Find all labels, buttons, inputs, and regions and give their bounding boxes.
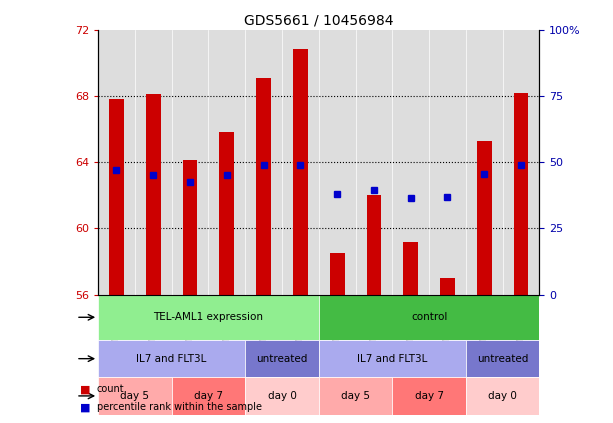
Bar (514, 93, 528, 294)
Text: count: count (97, 384, 124, 394)
Text: day 0: day 0 (488, 391, 517, 401)
Title: GDS5661 / 10456984: GDS5661 / 10456984 (244, 13, 394, 27)
Bar (219, 132, 234, 294)
Text: percentile rank within the sample: percentile rank within the sample (97, 402, 262, 412)
Bar (183, 160, 197, 294)
Text: day 5: day 5 (120, 391, 150, 401)
Text: day 7: day 7 (414, 391, 444, 401)
Bar (172, 377, 245, 415)
Text: IL7 and FLT3L: IL7 and FLT3L (137, 354, 207, 364)
Bar (319, 377, 392, 415)
Bar (98, 294, 319, 340)
Bar (367, 195, 381, 294)
Text: control: control (411, 312, 447, 322)
Bar (109, 99, 124, 294)
Text: day 7: day 7 (194, 391, 223, 401)
Bar (245, 340, 319, 377)
Bar (319, 294, 539, 340)
Bar (466, 340, 539, 377)
Text: day 5: day 5 (341, 391, 370, 401)
Bar (466, 377, 539, 415)
Bar (330, 253, 345, 294)
Bar (392, 377, 466, 415)
Bar (256, 78, 271, 294)
Text: untreated: untreated (477, 354, 528, 364)
Text: ■: ■ (80, 402, 90, 412)
Bar (477, 140, 492, 294)
Bar (319, 340, 466, 377)
Bar (245, 377, 319, 415)
Bar (98, 377, 172, 415)
Bar (98, 340, 245, 377)
Bar (440, 278, 455, 294)
Text: ■: ■ (80, 384, 90, 394)
Bar (403, 242, 418, 294)
Text: untreated: untreated (256, 354, 308, 364)
Bar (146, 94, 161, 294)
Text: IL7 and FLT3L: IL7 and FLT3L (357, 354, 427, 364)
Bar (293, 49, 308, 294)
Text: TEL-AML1 expression: TEL-AML1 expression (153, 312, 264, 322)
Text: day 0: day 0 (267, 391, 297, 401)
